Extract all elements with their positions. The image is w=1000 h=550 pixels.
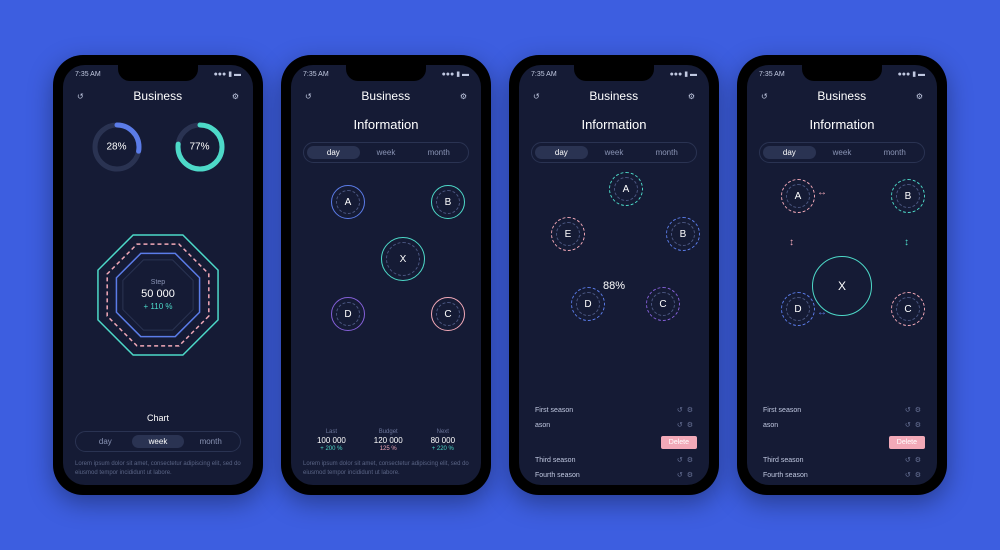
step-delta: + 110 % bbox=[141, 302, 175, 311]
tabs[interactable]: dayweekmonth bbox=[303, 142, 469, 163]
history-icon[interactable]: ↺ bbox=[305, 92, 312, 101]
node-D[interactable]: D bbox=[781, 292, 815, 326]
history-icon[interactable]: ↺ bbox=[677, 421, 683, 429]
donut-row: 28% 77% bbox=[75, 113, 241, 181]
node-E[interactable]: E bbox=[551, 217, 585, 251]
node-C[interactable]: C bbox=[431, 297, 465, 331]
season-list: First season↺ ⚙ ason↺ ⚙ Delete Third season… bbox=[531, 404, 697, 481]
gear-icon[interactable]: ⚙ bbox=[915, 421, 921, 429]
gear-icon[interactable]: ⚙ bbox=[688, 92, 695, 101]
gear-icon[interactable]: ⚙ bbox=[687, 421, 693, 429]
tab-day[interactable]: day bbox=[79, 435, 132, 448]
status-icons: ●●● ▮ ▬ bbox=[214, 70, 241, 78]
diagram: A BXD C bbox=[303, 167, 469, 425]
history-icon[interactable]: ↺ bbox=[761, 92, 768, 101]
tab-week[interactable]: week bbox=[816, 146, 869, 159]
diagram: 88% AB C D E bbox=[531, 167, 697, 404]
season-row[interactable]: ason↺ ⚙ bbox=[759, 419, 925, 431]
lorem-text: Lorem ipsum dolor sit amet, consectetur … bbox=[303, 456, 469, 481]
tabs[interactable]: dayweekmonth bbox=[759, 142, 925, 163]
node-X[interactable]: X bbox=[381, 237, 425, 281]
delete-button[interactable]: Delete bbox=[661, 436, 697, 449]
octagon-chart: Step 50 000 + 110 % bbox=[75, 181, 241, 409]
gear-icon[interactable]: ⚙ bbox=[915, 471, 921, 479]
gear-icon[interactable]: ⚙ bbox=[687, 406, 693, 414]
node-A[interactable]: A bbox=[781, 179, 815, 213]
history-icon[interactable]: ↺ bbox=[905, 421, 911, 429]
tab-month[interactable]: month bbox=[184, 435, 237, 448]
phone-3: 7:35 AM●●● ▮ ▬ ↺ Business ⚙ Information … bbox=[509, 55, 719, 495]
stats-row: Last100 000+ 200 % Budget120 000125 % Next… bbox=[303, 425, 469, 456]
subtitle: Information bbox=[531, 117, 697, 132]
stat: Last100 000+ 200 % bbox=[317, 429, 346, 452]
page-title: Business bbox=[133, 89, 182, 103]
gear-icon[interactable]: ⚙ bbox=[916, 92, 923, 101]
page-title: Business bbox=[361, 89, 410, 103]
gear-icon[interactable]: ⚙ bbox=[460, 92, 467, 101]
gear-icon[interactable]: ⚙ bbox=[232, 92, 239, 101]
tabs[interactable]: dayweekmonth bbox=[75, 431, 241, 452]
page-title: Business bbox=[589, 89, 638, 103]
season-list: First season↺ ⚙ ason↺ ⚙ Delete Third season… bbox=[759, 404, 925, 481]
stat: Next80 000+ 220 % bbox=[431, 429, 455, 452]
gear-icon[interactable]: ⚙ bbox=[915, 456, 921, 464]
lorem-text: Lorem ipsum dolor sit amet, consectetur … bbox=[75, 456, 241, 481]
tab-week[interactable]: week bbox=[132, 435, 185, 448]
tab-month[interactable]: month bbox=[412, 146, 465, 159]
gear-icon[interactable]: ⚙ bbox=[687, 471, 693, 479]
phone-1: 7:35 AM ●●● ▮ ▬ ↺ Business ⚙ 28% 77% Step… bbox=[53, 55, 263, 495]
history-icon[interactable]: ↺ bbox=[677, 471, 683, 479]
tab-day[interactable]: day bbox=[307, 146, 360, 159]
history-icon[interactable]: ↺ bbox=[677, 456, 683, 464]
subtitle: Information bbox=[759, 117, 925, 132]
tab-month[interactable]: month bbox=[868, 146, 921, 159]
history-icon[interactable]: ↺ bbox=[905, 406, 911, 414]
step-label: Step bbox=[141, 279, 175, 286]
page-title: Business bbox=[817, 89, 866, 103]
phone-4: 7:35 AM●●● ▮ ▬ ↺ Business ⚙ Information … bbox=[737, 55, 947, 495]
season-row[interactable]: ason↺ ⚙ bbox=[531, 419, 697, 431]
stat: Budget120 000125 % bbox=[374, 429, 403, 452]
tabs[interactable]: dayweekmonth bbox=[531, 142, 697, 163]
history-icon[interactable]: ↺ bbox=[677, 406, 683, 414]
time: 7:35 AM bbox=[75, 71, 101, 78]
subtitle: Information bbox=[303, 117, 469, 132]
season-row[interactable]: Fourth season↺ ⚙ bbox=[759, 469, 925, 481]
center-value: 88% bbox=[603, 280, 625, 292]
delete-button[interactable]: Delete bbox=[889, 436, 925, 449]
node-D[interactable]: D bbox=[331, 297, 365, 331]
gear-icon[interactable]: ⚙ bbox=[687, 456, 693, 464]
history-icon[interactable]: ↺ bbox=[533, 92, 540, 101]
node-B[interactable]: B bbox=[431, 185, 465, 219]
phone-2: 7:35 AM●●● ▮ ▬ ↺ Business ⚙ Information … bbox=[281, 55, 491, 495]
gear-icon[interactable]: ⚙ bbox=[915, 406, 921, 414]
node-A[interactable]: A bbox=[331, 185, 365, 219]
history-icon[interactable]: ↺ bbox=[77, 92, 84, 101]
season-row[interactable]: Fourth season↺ ⚙ bbox=[531, 469, 697, 481]
season-row[interactable]: First season↺ ⚙ bbox=[531, 404, 697, 416]
tab-day[interactable]: day bbox=[535, 146, 588, 159]
season-row[interactable]: Third season↺ ⚙ bbox=[531, 454, 697, 466]
history-icon[interactable]: ↺ bbox=[905, 471, 911, 479]
node-C[interactable]: C bbox=[646, 287, 680, 321]
diagram: X ABDC↔↔↕↕ bbox=[759, 167, 925, 404]
tab-day[interactable]: day bbox=[763, 146, 816, 159]
donut: 77% bbox=[172, 119, 228, 175]
node-C[interactable]: C bbox=[891, 292, 925, 326]
tab-week[interactable]: week bbox=[588, 146, 641, 159]
node-B[interactable]: B bbox=[891, 179, 925, 213]
node-B[interactable]: B bbox=[666, 217, 700, 251]
season-row[interactable]: First season↺ ⚙ bbox=[759, 404, 925, 416]
node-A[interactable]: A bbox=[609, 172, 643, 206]
node-D[interactable]: D bbox=[571, 287, 605, 321]
history-icon[interactable]: ↺ bbox=[905, 456, 911, 464]
tab-week[interactable]: week bbox=[360, 146, 413, 159]
step-value: 50 000 bbox=[141, 288, 175, 300]
chart-label: Chart bbox=[75, 413, 241, 423]
donut: 28% bbox=[89, 119, 145, 175]
season-row[interactable]: Third season↺ ⚙ bbox=[759, 454, 925, 466]
tab-month[interactable]: month bbox=[640, 146, 693, 159]
